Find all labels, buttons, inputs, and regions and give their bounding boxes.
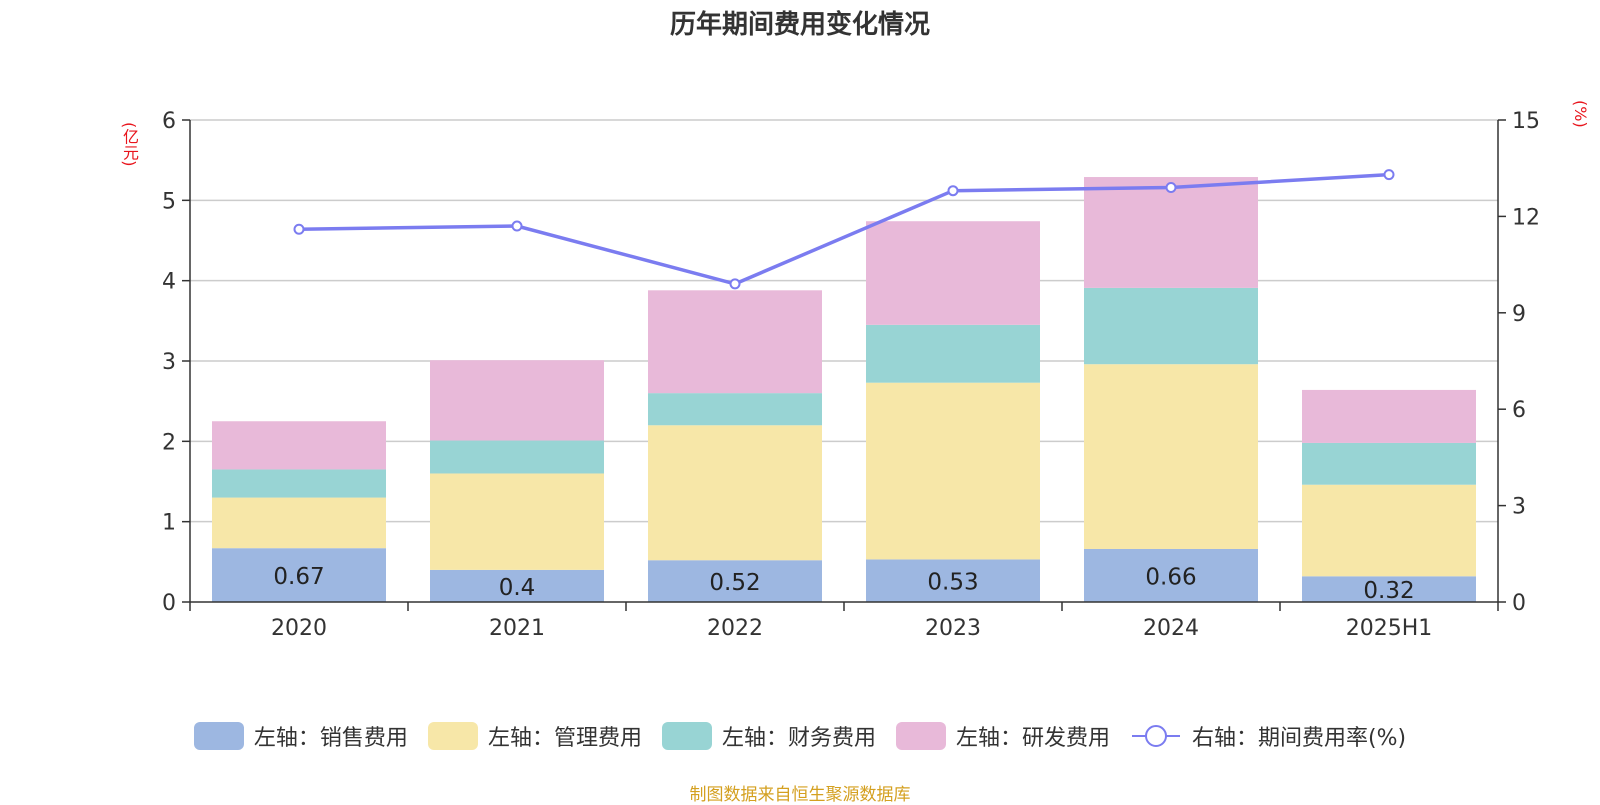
bar-data-label: 0.32 bbox=[1363, 578, 1414, 604]
expense-rate-point bbox=[729, 278, 741, 290]
bar-segment bbox=[212, 469, 386, 498]
right-axis-tick-label: 3 bbox=[1512, 495, 1526, 520]
bar-segment bbox=[430, 569, 604, 602]
bar-segment bbox=[866, 324, 1040, 383]
right-axis-tick-label: 12 bbox=[1512, 205, 1540, 230]
legend-label-expense-rate: 右轴：期间费用率(%) bbox=[1191, 726, 1407, 751]
bar-segment bbox=[1302, 576, 1476, 602]
legend-swatch-finance bbox=[661, 722, 712, 750]
bar-segment bbox=[648, 425, 822, 561]
bar-segment bbox=[866, 559, 1040, 602]
left-axis-unit: (亿元) bbox=[120, 122, 139, 167]
legend-item-expense-rate[interactable]: 右轴：期间费用率(%) bbox=[1130, 720, 1406, 752]
legend-line-marker-icon bbox=[1131, 725, 1180, 747]
left-axis-tick-label: 5 bbox=[162, 189, 176, 214]
expense-rate-point bbox=[293, 223, 305, 235]
bar-segment bbox=[1302, 389, 1476, 443]
bar-data-label: 0.67 bbox=[273, 564, 324, 590]
bar-segment bbox=[1302, 484, 1476, 577]
legend-item-finance[interactable]: 左轴：财务费用 bbox=[661, 720, 876, 752]
bar-segment bbox=[648, 393, 822, 426]
right-axis-tick-label: 9 bbox=[1512, 302, 1526, 327]
bar-segment bbox=[212, 497, 386, 549]
data-source-note: 制图数据来自恒生聚源数据库 bbox=[689, 785, 911, 805]
bar-segment bbox=[866, 221, 1040, 325]
bar-data-label: 0.4 bbox=[499, 575, 536, 601]
left-axis-tick-label: 4 bbox=[162, 270, 176, 295]
legend-label-admin: 左轴：管理费用 bbox=[487, 726, 642, 751]
bar-segment bbox=[1302, 442, 1476, 485]
bar-segment bbox=[648, 290, 822, 394]
legend-swatch-sales bbox=[193, 722, 244, 750]
legend-label-rnd: 左轴：研发费用 bbox=[955, 726, 1110, 751]
chart-legend: 左轴：销售费用 左轴：管理费用 左轴：财务费用 左轴：研发费用 右轴：期间费用率… bbox=[0, 720, 1600, 752]
x-axis-category-label: 2023 bbox=[925, 616, 981, 641]
expense-rate-point bbox=[947, 185, 959, 197]
left-axis-tick-label: 6 bbox=[162, 109, 176, 134]
expense-rate-point bbox=[1165, 181, 1177, 193]
bar-segment bbox=[212, 421, 386, 470]
right-axis-tick-label: 15 bbox=[1512, 109, 1540, 134]
x-axis-category-label: 2025H1 bbox=[1346, 616, 1433, 641]
x-axis-category-label: 2020 bbox=[271, 616, 327, 641]
bar-segment bbox=[1084, 548, 1258, 602]
legend-swatch-rnd bbox=[895, 722, 946, 750]
legend-item-rnd[interactable]: 左轴：研发费用 bbox=[895, 720, 1110, 752]
right-axis-tick-label: 0 bbox=[1512, 591, 1526, 616]
bar-segment bbox=[430, 440, 604, 474]
bar-data-label: 0.52 bbox=[709, 570, 760, 596]
bar-segment bbox=[866, 382, 1040, 560]
legend-item-admin[interactable]: 左轴：管理费用 bbox=[427, 720, 642, 752]
right-axis-unit: (%) bbox=[1571, 100, 1590, 128]
bar-segment bbox=[430, 473, 604, 570]
expense-rate-line bbox=[298, 172, 1390, 286]
chart-title: 历年期间费用变化情况 bbox=[669, 10, 930, 40]
x-axis-category-label: 2021 bbox=[489, 616, 545, 641]
bar-data-label: 0.53 bbox=[927, 570, 978, 596]
left-axis-tick-label: 3 bbox=[162, 350, 176, 375]
bar-segment bbox=[1084, 287, 1258, 365]
left-axis-tick-label: 2 bbox=[162, 430, 176, 455]
expense-rate-point bbox=[1383, 169, 1395, 181]
left-axis-tick-label: 0 bbox=[162, 591, 176, 616]
x-axis-category-label: 2024 bbox=[1143, 616, 1199, 641]
legend-label-sales: 左轴：销售费用 bbox=[253, 726, 408, 751]
bar-segment bbox=[212, 548, 386, 602]
legend-swatch-admin bbox=[427, 722, 478, 750]
bar-segment bbox=[1084, 364, 1258, 549]
expense-rate-point bbox=[511, 220, 523, 232]
x-axis-category-label: 2022 bbox=[707, 616, 763, 641]
right-axis-tick-label: 6 bbox=[1512, 398, 1526, 423]
left-axis-tick-label: 1 bbox=[162, 511, 176, 536]
bar-segment bbox=[1084, 177, 1258, 288]
bar-data-label: 0.66 bbox=[1145, 564, 1196, 590]
legend-item-sales[interactable]: 左轴：销售费用 bbox=[193, 720, 408, 752]
bar-segment bbox=[648, 560, 822, 602]
bar-segment bbox=[430, 360, 604, 441]
legend-label-finance: 左轴：财务费用 bbox=[721, 726, 876, 751]
